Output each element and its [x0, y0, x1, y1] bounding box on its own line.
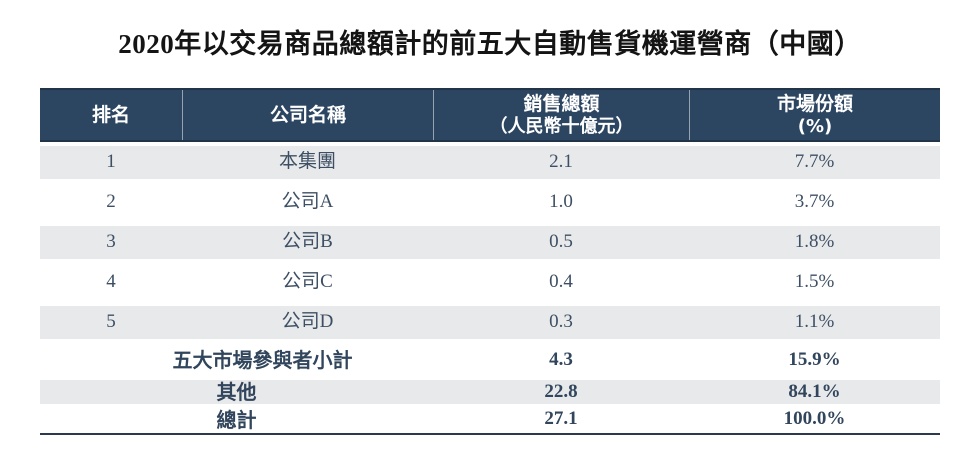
company-value: 公司A: [281, 190, 334, 212]
column-header-share-line2: (%): [797, 115, 833, 137]
column-header-sales-line2: （人民幣十億元）: [489, 115, 634, 137]
sales-value: 1.0: [549, 190, 573, 212]
total-label: 總計: [216, 407, 257, 432]
subtotal-row: 五大市場參與者小計 4.3 15.9%: [40, 342, 940, 378]
company-value: 本集團: [278, 151, 336, 173]
share-value: 1.5%: [794, 270, 835, 292]
table-row: 2 公司A 1.0 3.7%: [40, 182, 940, 222]
table-row: 3 公司B 0.5 1.8%: [40, 222, 940, 262]
column-header-rank: 排名: [40, 90, 182, 140]
rank-value: 1: [106, 151, 116, 173]
ranking-table: 排名 公司名稱 銷售總額 （人民幣十億元） 市場份額 (%) 1 本集團 2.1…: [40, 88, 940, 435]
column-header-company-label: 公司名稱: [269, 103, 346, 126]
company-value: 公司C: [282, 270, 333, 292]
share-value: 1.8%: [794, 231, 835, 253]
subtotal-sales-value: 4.3: [549, 348, 573, 370]
others-share-value: 84.1%: [788, 380, 841, 402]
total-share-value: 100.0%: [783, 408, 846, 430]
table-header-row: 排名 公司名稱 銷售總額 （人民幣十億元） 市場份額 (%): [40, 88, 940, 142]
sales-value: 2.1: [549, 151, 573, 173]
rank-value: 2: [106, 190, 116, 212]
others-label: 其他: [216, 380, 257, 404]
total-row: 總計 27.1 100.0%: [40, 406, 940, 433]
total-sales-value: 27.1: [544, 408, 578, 430]
column-header-share: 市場份額 (%): [689, 90, 940, 140]
rank-value: 4: [106, 270, 116, 292]
others-row: 其他 22.8 84.1%: [40, 378, 940, 406]
rank-value: 5: [106, 311, 116, 333]
column-header-sales-line1: 銷售總額: [523, 92, 600, 115]
rank-value: 3: [106, 231, 116, 253]
table-row: 5 公司D 0.3 1.1%: [40, 302, 940, 342]
company-value: 公司D: [281, 311, 334, 333]
sales-value: 0.5: [549, 231, 573, 253]
share-value: 1.1%: [794, 311, 835, 333]
column-header-sales: 銷售總額 （人民幣十億元）: [433, 90, 689, 140]
sales-value: 0.4: [549, 270, 573, 292]
sales-value: 0.3: [549, 311, 573, 333]
column-header-rank-label: 排名: [91, 103, 130, 126]
share-value: 7.7%: [794, 151, 835, 173]
subtotal-label: 五大市場參與者小計: [172, 348, 353, 372]
company-value: 公司B: [282, 231, 333, 253]
page-title: 2020年以交易商品總額計的前五大自動售貨機運營商（中國）: [118, 29, 862, 59]
column-header-share-line1: 市場份額: [776, 92, 853, 115]
column-header-company: 公司名稱: [182, 90, 433, 140]
others-sales-value: 22.8: [544, 380, 578, 402]
subtotal-share-value: 15.9%: [788, 348, 841, 370]
share-value: 3.7%: [794, 190, 835, 212]
table-row: 4 公司C 0.4 1.5%: [40, 262, 940, 302]
table-row: 1 本集團 2.1 7.7%: [40, 142, 940, 182]
